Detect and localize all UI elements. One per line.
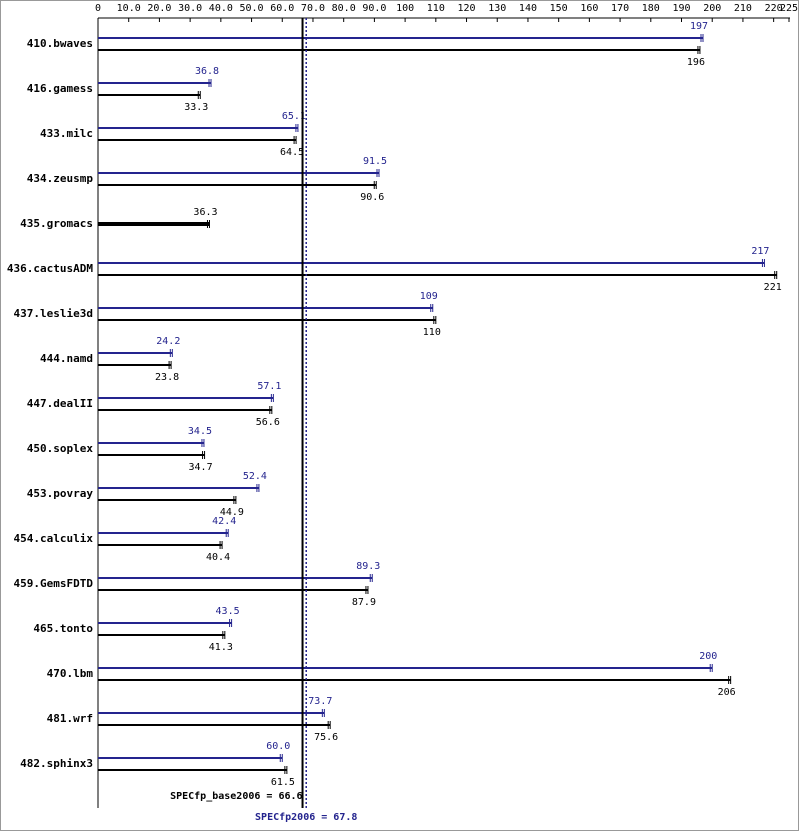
category-label: 437.leslie3d (14, 307, 93, 320)
reference-label: SPECfp2006 = 67.8 (255, 812, 357, 823)
x-tick-label: 60.0 (270, 3, 294, 14)
x-tick-label: 180 (642, 3, 660, 14)
value-label: 57.1 (257, 381, 281, 392)
x-tick-label: 120 (458, 3, 476, 14)
category-label: 482.sphinx3 (20, 757, 93, 770)
x-tick-label: 10.0 (117, 3, 141, 14)
category-label: 459.GemsFDTD (14, 577, 94, 590)
category-label: 416.gamess (27, 82, 93, 95)
value-label: 110 (423, 327, 441, 338)
x-tick-label: 140 (519, 3, 537, 14)
x-tick-label: 50.0 (240, 3, 264, 14)
x-tick-label: 170 (611, 3, 629, 14)
value-label: 206 (718, 687, 736, 698)
value-label: 75.6 (314, 732, 338, 743)
category-label: 470.lbm (47, 667, 94, 680)
value-label: 44.9 (220, 507, 244, 518)
value-label: 64.5 (280, 147, 304, 158)
category-label: 454.calculix (14, 532, 94, 545)
value-label: 73.7 (308, 696, 332, 707)
category-label: 435.gromacs (20, 217, 93, 230)
x-tick-label: 100 (396, 3, 414, 14)
category-label: 465.tonto (33, 622, 93, 635)
x-tick-label: 190 (672, 3, 690, 14)
category-label: 410.bwaves (27, 37, 93, 50)
value-label: 197 (690, 21, 708, 32)
x-tick-label: 0 (95, 3, 101, 14)
x-tick-label: 200 (703, 3, 721, 14)
value-label: 91.5 (363, 156, 387, 167)
value-label: 61.5 (271, 777, 295, 788)
category-label: 436.cactusADM (7, 262, 93, 275)
value-label: 34.5 (188, 426, 212, 437)
value-label: 109 (420, 291, 438, 302)
value-label: 36.8 (195, 66, 219, 77)
category-label: 444.namd (40, 352, 93, 365)
x-tick-label: 20.0 (147, 3, 171, 14)
value-label: 221 (764, 282, 782, 293)
x-tick-label: 210 (734, 3, 752, 14)
x-tick-label: 225 (780, 3, 798, 14)
value-label: 87.9 (352, 597, 376, 608)
value-label: 56.6 (256, 417, 280, 428)
value-label: 60.0 (266, 741, 290, 752)
value-label: 200 (699, 651, 717, 662)
reference-label: SPECfp_base2006 = 66.6 (170, 791, 302, 802)
value-label: 24.2 (156, 336, 180, 347)
x-tick-label: 80.0 (332, 3, 356, 14)
value-label: 36.3 (193, 207, 217, 218)
value-label: 196 (687, 57, 705, 68)
category-label: 481.wrf (47, 712, 93, 725)
value-label: 23.8 (155, 372, 179, 383)
x-tick-label: 220 (765, 3, 783, 14)
x-tick-label: 160 (580, 3, 598, 14)
value-label: 42.4 (212, 516, 236, 527)
x-tick-label: 70.0 (301, 3, 325, 14)
value-label: 52.4 (243, 471, 267, 482)
x-tick-label: 40.0 (209, 3, 233, 14)
category-label: 450.soplex (27, 442, 94, 455)
value-label: 90.6 (360, 192, 384, 203)
category-label: 453.povray (27, 487, 94, 500)
value-label: 40.4 (206, 552, 230, 563)
value-label: 65.1 (282, 111, 306, 122)
x-tick-label: 130 (488, 3, 506, 14)
value-label: 43.5 (216, 606, 240, 617)
x-tick-label: 90.0 (362, 3, 386, 14)
value-label: 217 (751, 246, 769, 257)
category-label: 447.dealII (27, 397, 93, 410)
value-label: 33.3 (184, 102, 208, 113)
value-label: 89.3 (356, 561, 380, 572)
value-label: 41.3 (209, 642, 233, 653)
value-label: 34.7 (189, 462, 213, 473)
x-tick-label: 110 (427, 3, 445, 14)
x-tick-label: 150 (550, 3, 568, 14)
category-label: 433.milc (40, 127, 93, 140)
category-label: 434.zeusmp (27, 172, 94, 185)
x-tick-label: 30.0 (178, 3, 202, 14)
